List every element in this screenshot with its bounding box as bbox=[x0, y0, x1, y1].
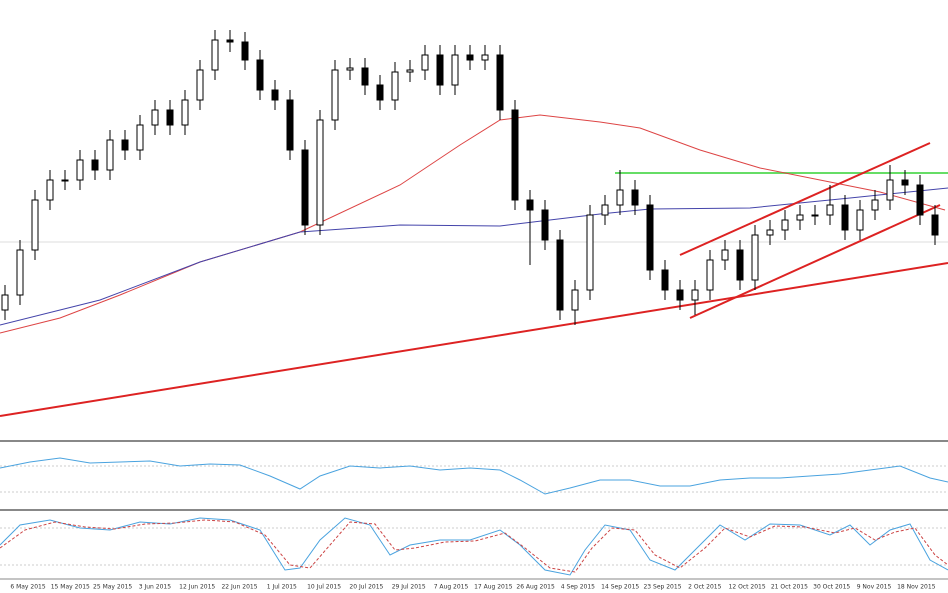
candle-body bbox=[496, 54, 504, 111]
candle-body bbox=[76, 159, 84, 181]
stochastic-signal bbox=[0, 519, 948, 573]
x-tick-label: 18 Nov 2015 bbox=[897, 584, 936, 591]
x-tick-label: 3 Jun 2015 bbox=[139, 584, 171, 591]
candle-body bbox=[91, 159, 99, 171]
x-tick-label: 15 May 2015 bbox=[51, 584, 90, 591]
candle-body bbox=[601, 204, 609, 216]
candle-body bbox=[526, 199, 534, 211]
candle-body bbox=[631, 189, 639, 206]
candle-body bbox=[121, 139, 129, 151]
candle-body bbox=[61, 179, 69, 182]
candle-body bbox=[16, 249, 24, 296]
candle-body bbox=[481, 54, 489, 61]
candle-body bbox=[406, 69, 414, 73]
candle-body bbox=[151, 109, 159, 126]
x-tick-label: 9 Nov 2015 bbox=[857, 584, 892, 591]
candle-body bbox=[676, 289, 684, 301]
candle-body bbox=[166, 109, 174, 126]
candle-body bbox=[331, 69, 339, 121]
candle-body bbox=[706, 259, 714, 291]
candle-body bbox=[736, 249, 744, 281]
x-tick-label: 23 Sep 2015 bbox=[643, 584, 681, 591]
candle-body bbox=[421, 54, 429, 71]
candle-body bbox=[46, 179, 54, 201]
candle-body bbox=[616, 189, 624, 206]
candle-body bbox=[466, 54, 474, 61]
x-tick-label: 1 Jul 2015 bbox=[267, 584, 297, 591]
candle-body bbox=[556, 239, 564, 311]
candle-body bbox=[691, 289, 699, 301]
x-tick-label: 12 Jun 2015 bbox=[179, 584, 215, 591]
candle-body bbox=[391, 71, 399, 101]
candle-body bbox=[661, 269, 669, 291]
candle-body bbox=[196, 69, 204, 101]
candle-body bbox=[916, 184, 924, 216]
candle-body bbox=[511, 109, 519, 201]
candle-body bbox=[361, 67, 369, 86]
candle-body bbox=[931, 214, 939, 236]
candle-body bbox=[751, 234, 759, 281]
candle-body bbox=[31, 199, 39, 251]
candle-body bbox=[346, 67, 354, 71]
candle-body bbox=[721, 249, 729, 261]
candle-body bbox=[211, 39, 219, 71]
candle-body bbox=[376, 84, 384, 101]
candle-body bbox=[316, 119, 324, 226]
x-tick-label: 14 Sep 2015 bbox=[601, 584, 639, 591]
candle-body bbox=[256, 59, 264, 91]
moving-average-blue bbox=[0, 187, 948, 326]
candle-body bbox=[136, 124, 144, 151]
x-tick-label: 4 Sep 2015 bbox=[561, 584, 595, 591]
x-tick-label: 20 Jul 2015 bbox=[349, 584, 383, 591]
stochastic-main bbox=[0, 517, 948, 576]
candle-body bbox=[1, 294, 9, 311]
candle-body bbox=[541, 209, 549, 241]
candle-body bbox=[106, 139, 114, 171]
oscillator-line bbox=[0, 457, 948, 495]
x-tick-label: 10 Jul 2015 bbox=[307, 584, 341, 591]
channel-upper bbox=[679, 142, 931, 256]
candle-body bbox=[901, 179, 909, 186]
candle-body bbox=[301, 149, 309, 226]
candle-body bbox=[571, 289, 579, 311]
candle-body bbox=[271, 89, 279, 101]
trend-line bbox=[0, 262, 948, 417]
candle-body bbox=[871, 199, 879, 211]
x-tick-label: 17 Aug 2015 bbox=[474, 584, 513, 591]
x-tick-label: 21 Oct 2015 bbox=[771, 584, 808, 591]
candle-body bbox=[796, 214, 804, 221]
x-tick-label: 29 Jul 2015 bbox=[392, 584, 426, 591]
x-tick-label: 6 May 2015 bbox=[10, 584, 45, 591]
candle-body bbox=[646, 204, 654, 271]
candle-body bbox=[226, 39, 234, 43]
candle-body bbox=[811, 214, 819, 217]
candle-body bbox=[241, 41, 249, 61]
x-tick-label: 7 Aug 2015 bbox=[434, 584, 469, 591]
candle-body bbox=[586, 214, 594, 291]
candle-body bbox=[766, 229, 774, 236]
candle-body bbox=[781, 219, 789, 231]
candle-body bbox=[436, 54, 444, 86]
x-tick-label: 22 Jun 2015 bbox=[221, 584, 257, 591]
x-tick-label: 12 Oct 2015 bbox=[729, 584, 766, 591]
x-tick-label: 25 May 2015 bbox=[93, 584, 132, 591]
candle-body bbox=[826, 204, 834, 216]
candle-body bbox=[181, 99, 189, 126]
x-tick-label: 30 Oct 2015 bbox=[813, 584, 850, 591]
candle-body bbox=[286, 99, 294, 151]
candle-body bbox=[451, 54, 459, 86]
x-tick-label: 26 Aug 2015 bbox=[516, 584, 555, 591]
candle-body bbox=[856, 209, 864, 231]
channel-lower bbox=[689, 204, 941, 319]
candle-body bbox=[886, 179, 894, 201]
candle-body bbox=[841, 204, 849, 231]
x-tick-label: 2 Oct 2015 bbox=[688, 584, 721, 591]
moving-average-red bbox=[0, 114, 946, 334]
